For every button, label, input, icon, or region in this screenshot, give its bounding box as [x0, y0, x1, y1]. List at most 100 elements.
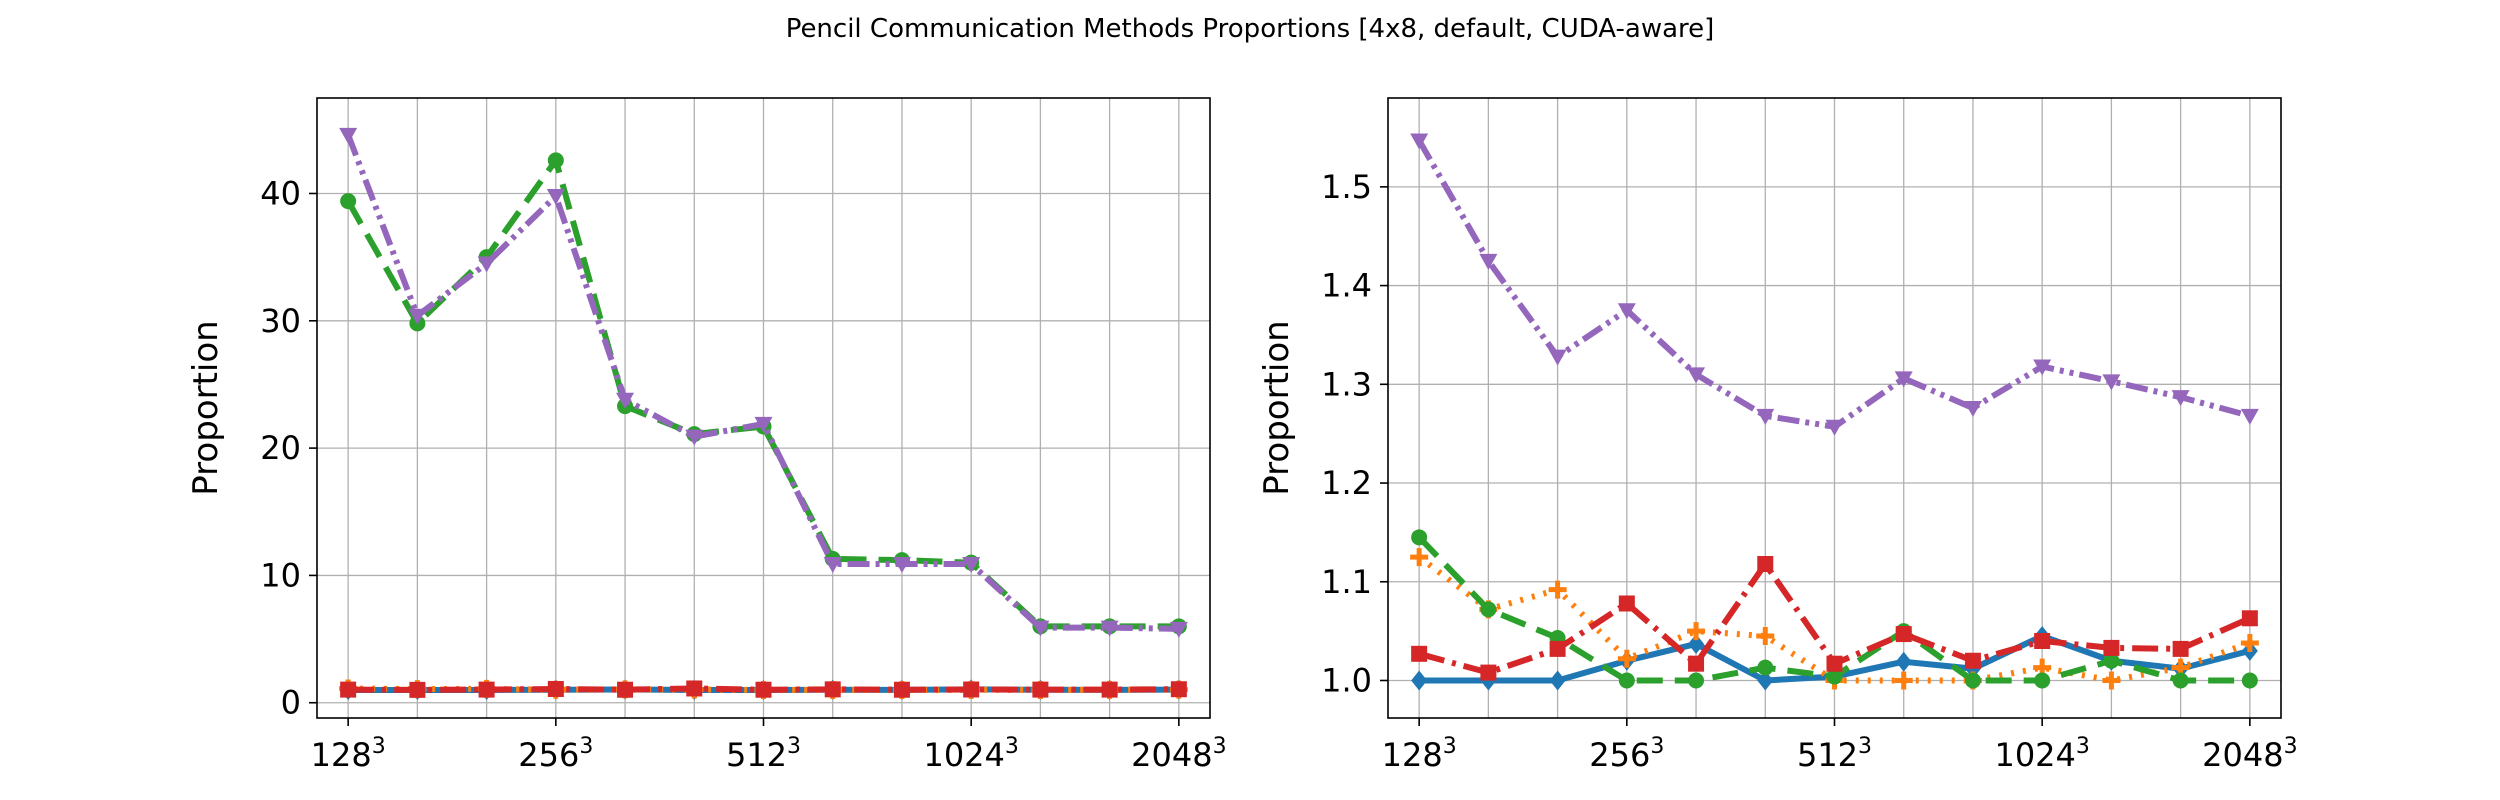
x-tick-label: 5123 [1797, 734, 1872, 774]
y-axis-label: Proportion [186, 320, 226, 495]
data-point [1100, 620, 1119, 637]
x-tick-label: 20483 [1131, 734, 1226, 774]
chart-panel-1: 0 10 20 30 40 1283 2563 5123 10243 20483 Proportio… [186, 97, 1227, 774]
x-tick-label: 1283 [1382, 734, 1457, 774]
data-point [2102, 671, 2121, 690]
data-point [1687, 622, 1706, 641]
data-point [1410, 548, 1429, 567]
y-tick-label: 1.1 [1321, 563, 1372, 601]
data-point [1032, 681, 1049, 698]
data-point [962, 556, 981, 573]
data-point [1169, 621, 1188, 638]
series-4 [340, 680, 1187, 698]
data-point [1411, 645, 1428, 662]
data-point [823, 556, 842, 573]
series-5 [1410, 133, 2259, 436]
data-point [892, 556, 911, 573]
data-point [1548, 349, 1567, 366]
y-tick-label: 40 [260, 174, 301, 212]
data-point [1688, 672, 1705, 689]
data-point [1894, 371, 1913, 388]
data-point [1963, 401, 1982, 417]
data-point [1101, 681, 1118, 698]
data-point [339, 127, 358, 144]
y-tick-label: 1.3 [1321, 365, 1372, 403]
figure-title: Pencil Communication Methods Proportions… [785, 14, 1715, 44]
x-tick-label: 20483 [2202, 734, 2297, 774]
data-point [1411, 670, 1428, 691]
data-point [2034, 632, 2051, 649]
data-point [824, 681, 841, 698]
y-tick-label: 1.2 [1321, 464, 1372, 502]
x-tick-label: 10243 [1994, 734, 2089, 774]
data-point [2240, 408, 2259, 425]
data-point [1688, 633, 1705, 654]
data-point [2103, 652, 2120, 669]
data-point [1617, 303, 1636, 320]
x-tick-label: 10243 [923, 734, 1018, 774]
data-point [2172, 672, 2189, 689]
x-tick-label: 2563 [1589, 734, 1664, 774]
data-point [754, 416, 773, 433]
data-point [1479, 253, 1498, 270]
data-point [409, 681, 426, 698]
data-point [477, 256, 496, 273]
data-point [1826, 668, 1843, 685]
data-point [1548, 580, 1567, 599]
data-point [1549, 670, 1566, 691]
data-point [1618, 595, 1635, 612]
data-point [1894, 671, 1913, 690]
data-point [2241, 672, 2258, 689]
y-tick-label: 1.4 [1321, 267, 1372, 305]
data-point [755, 681, 772, 698]
data-point [2102, 374, 2121, 391]
series-4 [1411, 555, 2258, 681]
x-tick-label: 2563 [518, 734, 593, 774]
y-tick-label: 0 [281, 684, 301, 722]
data-point [1480, 664, 1497, 681]
data-point [616, 392, 635, 409]
data-point [1757, 670, 1774, 691]
y-tick-label: 30 [260, 302, 301, 340]
y-axis-label: Proportion [1257, 320, 1297, 495]
data-point [1031, 620, 1050, 637]
y-tick-label: 20 [260, 429, 301, 467]
y-tick-label: 1.5 [1321, 168, 1372, 206]
data-point [2172, 640, 2189, 657]
y-tick-label: 10 [260, 556, 301, 594]
x-tick-label: 5123 [726, 734, 801, 774]
data-point [686, 680, 703, 697]
data-point [1170, 681, 1187, 698]
data-point [2240, 633, 2259, 652]
data-point [1964, 672, 1981, 689]
data-point [617, 681, 634, 698]
data-point [340, 193, 357, 210]
data-point [1825, 419, 1844, 436]
data-point [1617, 649, 1636, 668]
data-point [408, 308, 427, 325]
data-point [546, 189, 565, 206]
data-point [1895, 651, 1912, 672]
data-point [2103, 639, 2120, 656]
data-point [963, 681, 980, 698]
data-point [1895, 626, 1912, 643]
data-point [1756, 408, 1775, 425]
data-point [1964, 652, 1981, 669]
series-5 [339, 127, 1188, 638]
data-point [2171, 390, 2190, 407]
data-point [547, 152, 564, 169]
data-point [478, 681, 495, 698]
chart-panel-2: 1.0 1.1 1.2 1.3 1.4 1.5 1283 2563 5123 10243 20483… [1257, 97, 2298, 774]
data-point [2033, 359, 2052, 376]
data-point [1480, 601, 1497, 618]
data-point [1688, 655, 1705, 672]
data-point [1410, 133, 1429, 150]
data-point [1756, 627, 1775, 646]
data-point [685, 429, 704, 446]
data-point [1757, 555, 1774, 572]
data-point [893, 681, 910, 698]
y-tick-label: 1.0 [1321, 661, 1372, 699]
data-point [2241, 610, 2258, 627]
data-point [2034, 672, 2051, 689]
